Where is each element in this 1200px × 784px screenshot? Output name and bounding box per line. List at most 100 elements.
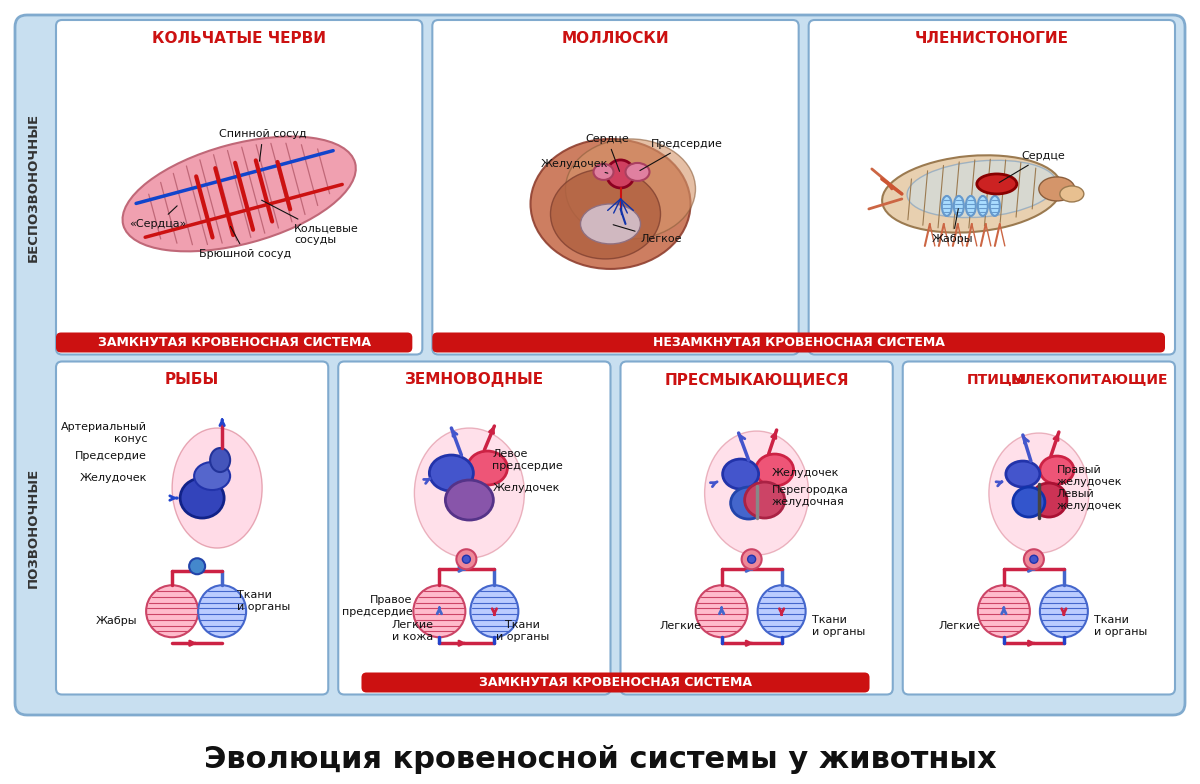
FancyBboxPatch shape bbox=[14, 15, 1186, 715]
Text: «Сердца»: «Сердца» bbox=[130, 206, 186, 229]
Text: Ткани
и органы: Ткани и органы bbox=[238, 590, 290, 612]
Text: ПТИЦЫ: ПТИЦЫ bbox=[966, 372, 1026, 387]
Ellipse shape bbox=[551, 169, 660, 259]
Circle shape bbox=[742, 550, 762, 569]
Circle shape bbox=[456, 550, 476, 569]
Ellipse shape bbox=[704, 431, 809, 555]
Ellipse shape bbox=[745, 482, 785, 518]
Ellipse shape bbox=[942, 196, 952, 216]
Text: Желудочек: Желудочек bbox=[540, 159, 608, 173]
FancyBboxPatch shape bbox=[432, 332, 1165, 353]
Circle shape bbox=[1024, 550, 1044, 569]
FancyBboxPatch shape bbox=[809, 20, 1175, 354]
Ellipse shape bbox=[581, 204, 641, 244]
Text: Перегородка
желудочная: Перегородка желудочная bbox=[772, 485, 848, 506]
Ellipse shape bbox=[1040, 585, 1088, 637]
Ellipse shape bbox=[1039, 177, 1075, 201]
Ellipse shape bbox=[1013, 487, 1045, 517]
Text: НЕЗАМКНУТАЯ КРОВЕНОСНАЯ СИСТЕМА: НЕЗАМКНУТАЯ КРОВЕНОСНАЯ СИСТЕМА bbox=[653, 336, 944, 349]
Ellipse shape bbox=[172, 428, 262, 548]
Ellipse shape bbox=[756, 454, 793, 486]
Text: Левый
желудочек: Левый желудочек bbox=[1057, 489, 1122, 511]
Ellipse shape bbox=[180, 478, 224, 518]
Text: РЫБЫ: РЫБЫ bbox=[166, 372, 220, 387]
Text: Желудочек: Желудочек bbox=[492, 483, 559, 493]
Ellipse shape bbox=[978, 196, 988, 216]
Ellipse shape bbox=[882, 155, 1062, 233]
Text: МОЛЛЮСКИ: МОЛЛЮСКИ bbox=[562, 31, 670, 45]
FancyBboxPatch shape bbox=[56, 332, 413, 353]
Ellipse shape bbox=[413, 585, 466, 637]
Text: БЕСПОЗВОНОЧНЫЕ: БЕСПОЗВОНОЧНЫЕ bbox=[26, 113, 40, 262]
Text: Предсердие: Предсердие bbox=[76, 451, 148, 461]
Text: Кольцевые
сосуды: Кольцевые сосуды bbox=[262, 200, 359, 245]
Ellipse shape bbox=[414, 428, 524, 558]
Text: Ткани
и органы: Ткани и органы bbox=[496, 620, 550, 642]
Text: Эволюция кровеносной системы у животных: Эволюция кровеносной системы у животных bbox=[204, 746, 996, 775]
Ellipse shape bbox=[430, 455, 473, 491]
FancyBboxPatch shape bbox=[432, 20, 799, 354]
Ellipse shape bbox=[977, 174, 1016, 194]
Text: ПРЕСМЫКАЮЩИЕСЯ: ПРЕСМЫКАЮЩИЕСЯ bbox=[665, 372, 848, 387]
Text: ЗАМКНУТАЯ КРОВЕНОСНАЯ СИСТЕМА: ЗАМКНУТАЯ КРОВЕНОСНАЯ СИСТЕМА bbox=[479, 676, 752, 689]
Ellipse shape bbox=[594, 164, 613, 180]
Ellipse shape bbox=[198, 585, 246, 637]
Text: Легкие: Легкие bbox=[660, 621, 702, 631]
Text: Артериальный
конус: Артериальный конус bbox=[61, 423, 148, 444]
Ellipse shape bbox=[954, 196, 964, 216]
Text: ПОЗВОНОЧНЫЕ: ПОЗВОНОЧНЫЕ bbox=[26, 468, 40, 588]
Circle shape bbox=[190, 558, 205, 574]
Text: Левое
предсердие: Левое предсердие bbox=[492, 449, 563, 471]
Text: Легкое: Легкое bbox=[613, 225, 682, 244]
FancyBboxPatch shape bbox=[338, 361, 611, 695]
Circle shape bbox=[462, 555, 470, 563]
FancyBboxPatch shape bbox=[902, 361, 1175, 695]
Circle shape bbox=[606, 160, 635, 188]
Text: Желудочек: Желудочек bbox=[79, 473, 148, 483]
Text: Правый
желудочек: Правый желудочек bbox=[1057, 465, 1122, 487]
Ellipse shape bbox=[990, 196, 1000, 216]
Text: Ткани
и органы: Ткани и органы bbox=[1094, 615, 1147, 637]
Text: Легкие
и кожа: Легкие и кожа bbox=[391, 620, 433, 642]
Text: ЗАМКНУТАЯ КРОВЕНОСНАЯ СИСТЕМА: ЗАМКНУТАЯ КРОВЕНОСНАЯ СИСТЕМА bbox=[97, 336, 371, 349]
Ellipse shape bbox=[1031, 483, 1067, 517]
Ellipse shape bbox=[989, 433, 1088, 553]
Text: Жабры: Жабры bbox=[932, 209, 973, 244]
Circle shape bbox=[1030, 555, 1038, 563]
Ellipse shape bbox=[966, 196, 976, 216]
Ellipse shape bbox=[907, 160, 1056, 218]
Ellipse shape bbox=[625, 163, 649, 181]
Ellipse shape bbox=[978, 585, 1030, 637]
Ellipse shape bbox=[731, 487, 767, 519]
Text: ЗЕМНОВОДНЫЕ: ЗЕМНОВОДНЫЕ bbox=[404, 372, 544, 387]
Ellipse shape bbox=[565, 139, 696, 239]
Circle shape bbox=[748, 555, 756, 563]
FancyBboxPatch shape bbox=[620, 361, 893, 695]
Ellipse shape bbox=[122, 136, 355, 252]
Text: Сердце: Сердце bbox=[1000, 151, 1066, 183]
Ellipse shape bbox=[530, 139, 690, 269]
Ellipse shape bbox=[1006, 461, 1040, 487]
Ellipse shape bbox=[194, 462, 230, 490]
FancyBboxPatch shape bbox=[56, 20, 422, 354]
Text: Правое
предсердие: Правое предсердие bbox=[342, 596, 413, 617]
Ellipse shape bbox=[1060, 186, 1084, 202]
Ellipse shape bbox=[445, 480, 493, 520]
Ellipse shape bbox=[210, 448, 230, 472]
Text: ЧЛЕНИСТОНОГИЕ: ЧЛЕНИСТОНОГИЕ bbox=[914, 31, 1069, 45]
Ellipse shape bbox=[696, 585, 748, 637]
Ellipse shape bbox=[467, 451, 508, 485]
Text: Ткани
и органы: Ткани и органы bbox=[811, 615, 865, 637]
Text: Легкие: Легкие bbox=[938, 621, 980, 631]
Text: Сердце: Сердце bbox=[586, 134, 629, 172]
FancyBboxPatch shape bbox=[361, 673, 870, 692]
Text: Жабры: Жабры bbox=[96, 616, 137, 626]
FancyBboxPatch shape bbox=[56, 361, 329, 695]
Text: Брюшной сосуд: Брюшной сосуд bbox=[199, 227, 292, 259]
Text: КОЛЬЧАТЫЕ ЧЕРВИ: КОЛЬЧАТЫЕ ЧЕРВИ bbox=[152, 31, 326, 45]
Ellipse shape bbox=[722, 459, 758, 489]
Text: Желудочек: Желудочек bbox=[772, 468, 839, 478]
Text: МЛЕКОПИТАЮЩИЕ: МЛЕКОПИТАЮЩИЕ bbox=[1010, 372, 1169, 387]
Ellipse shape bbox=[146, 585, 198, 637]
Ellipse shape bbox=[757, 585, 805, 637]
